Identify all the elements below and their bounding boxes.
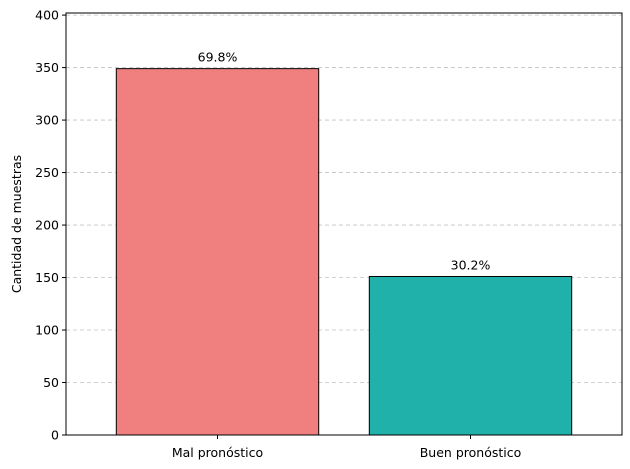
y-tick-label: 350 — [35, 60, 59, 75]
y-tick-label: 300 — [35, 113, 59, 128]
bar-data-label: 69.8% — [198, 50, 238, 65]
x-axis-ticks: Mal pronóstico Buen pronóstico — [172, 435, 521, 460]
data-labels: 69.8% 30.2% — [198, 50, 491, 273]
bars — [115, 68, 573, 436]
y-tick-label: 200 — [35, 218, 59, 233]
y-tick-label: 250 — [35, 165, 59, 180]
y-axis-label: Cantidad de muestras — [9, 155, 24, 293]
x-tick-label: Buen pronóstico — [420, 445, 522, 460]
y-tick-label: 400 — [35, 8, 59, 23]
y-axis-ticks: 0 50 100 150 200 250 300 350 400 — [35, 8, 66, 443]
x-tick-label: Mal pronóstico — [172, 445, 263, 460]
y-tick-label: 150 — [35, 270, 59, 285]
y-tick-label: 100 — [35, 323, 59, 338]
y-tick-label: 50 — [43, 375, 59, 390]
bar — [368, 275, 573, 436]
bar — [115, 68, 320, 436]
bar-data-label: 30.2% — [451, 257, 491, 272]
y-tick-label: 0 — [51, 428, 59, 443]
plot-frame — [65, 12, 623, 436]
